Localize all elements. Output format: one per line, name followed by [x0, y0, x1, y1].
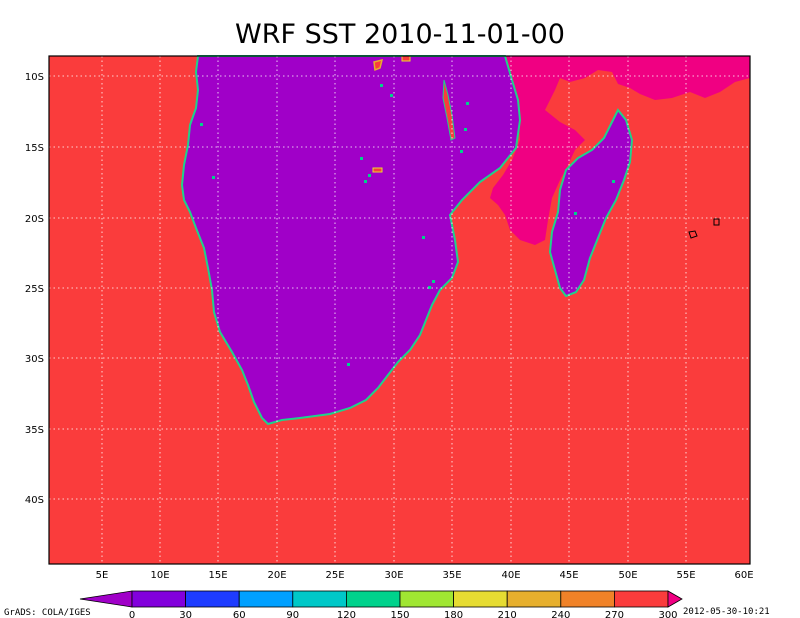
latitude-axis: 10S 15S 20S 25S 30S 35S 40S — [25, 72, 44, 506]
colorbar-swatch — [131, 590, 186, 608]
colorbar-swatch — [238, 590, 294, 608]
longitude-axis: 5E 10E 15E 20E 25E 30E 35E 40E 45E 50E 5… — [96, 570, 754, 581]
lon-label-55e: 55E — [676, 570, 695, 581]
lon-label-35e: 35E — [442, 570, 461, 581]
colorbar-level-label: 90 — [286, 610, 299, 618]
warm-pool-region — [490, 56, 750, 245]
lon-label-50e: 50E — [618, 570, 637, 581]
lat-label-25s: 25S — [25, 284, 44, 295]
colorbar-swatch — [614, 590, 669, 608]
lat-label-30s: 30S — [25, 354, 44, 365]
lon-label-10e: 10E — [150, 570, 169, 581]
lon-label-20e: 20E — [267, 570, 286, 581]
inland-lake-1 — [372, 167, 383, 173]
colorbar-swatch — [506, 590, 562, 608]
lon-label-60e: 60E — [734, 570, 753, 581]
plot-timestamp: 2012-05-30-10:21 — [683, 607, 770, 617]
colorbar-swatch — [345, 590, 401, 608]
colorbar-level-label: 240 — [551, 610, 570, 618]
map-panel — [48, 55, 751, 565]
inland-lake-2 — [401, 55, 411, 62]
africa-landmass — [180, 55, 522, 426]
madagascar-landmass — [548, 108, 634, 298]
colorbar-level-label: 60 — [233, 610, 246, 618]
map-frame — [48, 55, 751, 565]
colorbar-level-label: 300 — [658, 610, 677, 618]
small-land-pixels — [200, 84, 615, 366]
lon-label-30e: 30E — [384, 570, 403, 581]
colorbar-swatch — [399, 590, 454, 608]
lake-tanganyika-edge — [373, 58, 384, 72]
colorbar-swatch — [453, 590, 508, 608]
mascarene-islands — [688, 218, 720, 239]
lon-label-40e: 40E — [501, 570, 520, 581]
colorbar-swatch — [185, 590, 240, 608]
lat-label-40s: 40S — [25, 495, 44, 506]
colorbar-swatch — [560, 590, 615, 608]
colorbar-level-label: 210 — [498, 610, 517, 618]
colorbar: 0 30 60 90 120 150 180 210 240 270 300 — [79, 590, 683, 618]
lon-label-45e: 45E — [559, 570, 578, 581]
lat-label-15s: 15S — [25, 143, 44, 154]
lon-label-25e: 25E — [325, 570, 344, 581]
lat-label-20s: 20S — [25, 214, 44, 225]
colorbar-level-label: 30 — [179, 610, 192, 618]
lat-label-35s: 35S — [25, 425, 44, 436]
lon-label-15e: 15E — [208, 570, 227, 581]
colorbar-level-label: 270 — [605, 610, 624, 618]
colorbar-level-label: 0 — [129, 610, 135, 618]
colorbar-level-label: 180 — [444, 610, 463, 618]
grads-credit: GrADS: COLA/IGES — [4, 608, 91, 618]
lat-label-10s: 10S — [25, 72, 44, 83]
map-title: WRF SST 2010-11-01-00 — [235, 19, 565, 50]
colorbar-level-label: 120 — [337, 610, 356, 618]
colorbar-low-arrow — [79, 590, 133, 608]
lon-label-5e: 5E — [96, 570, 109, 581]
gridlines — [49, 56, 750, 564]
colorbar-swatch — [292, 590, 347, 608]
colorbar-level-label: 150 — [390, 610, 409, 618]
colorbar-high-arrow — [667, 590, 683, 608]
